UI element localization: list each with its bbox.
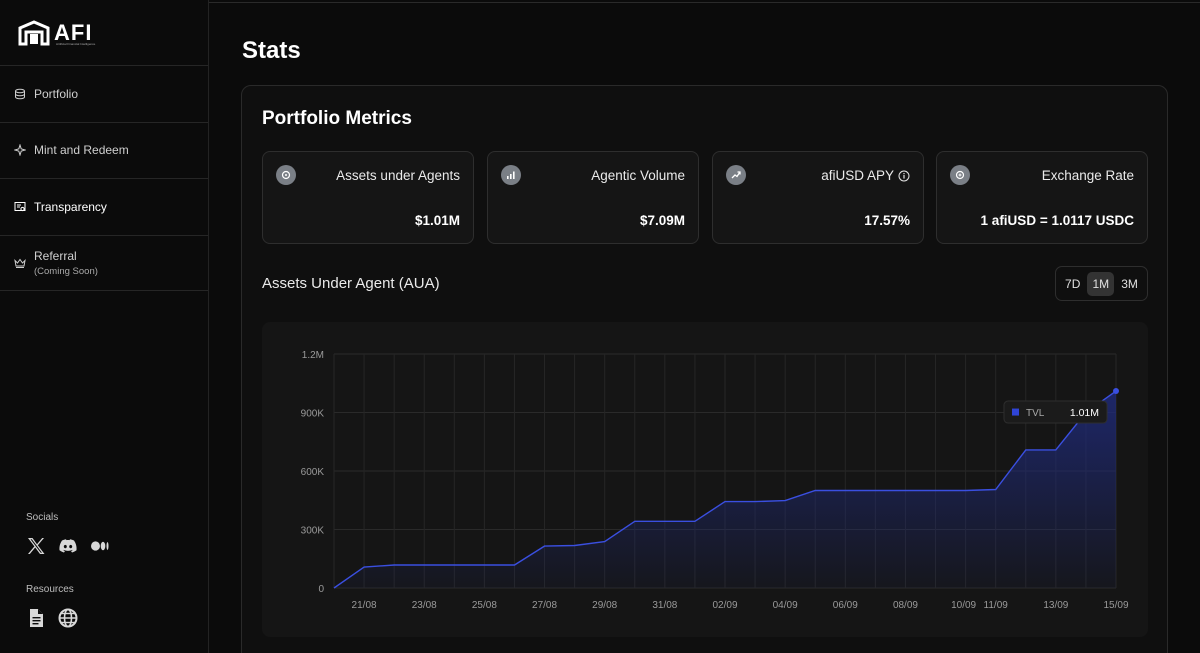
tvl-line [333,390,1117,589]
sidebar-item-label: Referral [34,248,77,263]
x-tick-label: 13/09 [1043,600,1068,611]
tooltip-value: 1.01M [1070,407,1099,419]
panel-title: Portfolio Metrics [262,108,412,129]
crown-icon [14,258,26,268]
metric-value: 1 afiUSD = 1.0117 USDC [980,213,1134,228]
sidebar-item-mint-redeem[interactable]: Mint and Redeem [0,121,208,179]
metric-value: $1.01M [414,213,460,228]
metric-card-volume: Agentic Volume $7.09M [487,151,699,244]
y-tick-label: 1.2M [302,350,324,361]
aua-chart: 0 300K 600K 900K 1.2M 21/08 23/08 25/08 27/08 29/… [262,322,1148,637]
brand-name: AFI [54,20,93,45]
agents-icon [276,165,296,185]
metric-card-apy: afiUSD APY 17.57% [712,151,924,244]
x-tick-label: 25/08 [472,600,497,611]
x-tick-label: 15/09 [1103,600,1128,611]
metric-value: $7.09M [639,213,685,228]
x-twitter-icon[interactable] [26,536,46,556]
y-tick-label: 0 [318,584,324,595]
metric-label: Exchange Rate [1041,168,1134,183]
sidebar-item-referral[interactable]: Referral (Coming Soon) [0,234,208,291]
brand-tagline: Artificial Financial Intelligence [56,42,96,46]
x-tick-label: 08/09 [893,600,918,611]
x-tick-label: 23/08 [412,600,437,611]
socials-row [26,536,110,556]
x-tick-label: 11/09 [984,600,1009,611]
document-icon[interactable] [26,608,46,628]
socials-heading: Socials [26,512,59,523]
x-tick-label: 21/08 [352,600,377,611]
tooltip-box [1003,400,1108,424]
top-border [209,0,1200,3]
logo-mark-icon [18,20,50,46]
sidebar-item-label: Transparency [34,199,107,214]
medium-icon[interactable] [90,536,110,556]
range-selector: 7D 1M 3M [1055,266,1148,301]
y-tick-label: 300K [301,526,325,537]
sidebar-item-label: Portfolio [34,86,79,101]
metric-card-exchange-rate: Exchange Rate 1 afiUSD = 1.0117 USDC [936,151,1148,244]
sidebar-nav: Portfolio Mint and Redeem Transparency R… [0,65,208,291]
database-icon [15,88,25,100]
x-tick-label: 27/08 [532,600,557,611]
exchange-icon [950,165,970,185]
portfolio-metrics-panel: Portfolio Metrics Assets under Agents $1… [241,85,1168,653]
sidebar-item-sublabel: (Coming Soon) [34,265,98,277]
sidebar: AFI Artificial Financial Intelligence Po… [0,0,209,653]
sparkle-icon [14,144,26,157]
range-1m-button[interactable]: 1M [1087,271,1115,296]
chart-title: Assets Under Agent (AUA) [262,275,440,292]
range-7d-button[interactable]: 7D [1065,276,1081,291]
globe-icon[interactable] [58,608,78,628]
range-3m-button[interactable]: 3M [1121,276,1138,291]
metric-label: Agentic Volume [591,168,685,183]
sidebar-item-label: Mint and Redeem [34,143,129,158]
sidebar-item-portfolio[interactable]: Portfolio [0,65,208,122]
resources-row [26,608,78,628]
x-tick-label: 10/09 [951,600,976,611]
y-tick-label: 900K [301,409,325,420]
metric-value: 17.57% [864,213,910,228]
tvl-area [334,391,1116,588]
x-tick-label: 06/09 [833,600,858,611]
tooltip-label: TVL [1026,408,1045,419]
x-tick-label: 02/09 [712,600,737,611]
x-tick-label: 31/08 [652,600,677,611]
metric-label-text: afiUSD APY [821,168,894,183]
trend-up-icon [726,165,746,185]
report-search-icon [14,201,26,211]
info-icon[interactable] [898,170,910,182]
metric-label: afiUSD APY [821,168,910,183]
x-tick-label: 29/08 [592,600,617,611]
aua-chart-svg: 0 300K 600K 900K 1.2M 21/08 23/08 25/08 27/08 29/… [301,350,1129,611]
metric-card-aua: Assets under Agents $1.01M [262,151,474,244]
discord-icon[interactable] [58,536,78,556]
tvl-end-point [1113,388,1119,395]
x-tick-label: 04/09 [773,600,798,611]
bar-chart-icon [501,165,521,185]
sidebar-item-transparency[interactable]: Transparency [0,178,208,235]
metric-label: Assets under Agents [336,168,460,183]
brand-logo[interactable]: AFI Artificial Financial Intelligence [18,20,96,46]
resources-heading: Resources [26,584,74,595]
page-title: Stats [242,37,301,64]
tooltip-swatch [1012,408,1019,416]
y-tick-label: 600K [301,467,325,478]
